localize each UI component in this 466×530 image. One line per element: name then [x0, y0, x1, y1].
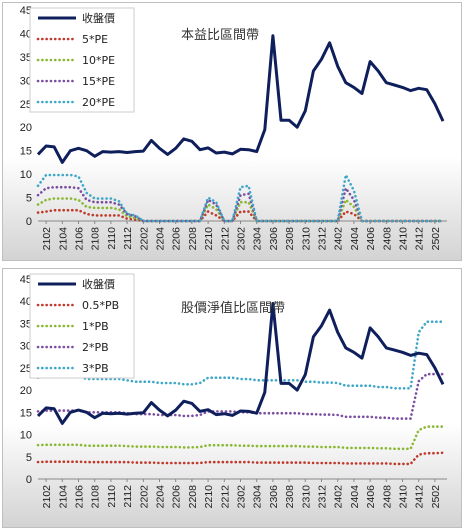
series-line-0	[36, 34, 445, 164]
series-line-1	[36, 451, 445, 466]
x-tick-label: 2404	[349, 227, 361, 251]
y-tick-label: 35	[20, 52, 32, 64]
legend-label-1: 0.5*PB	[82, 299, 119, 312]
x-tick-label: 2108	[90, 227, 102, 251]
series-line-1	[36, 208, 445, 223]
y-tick-label: 10	[20, 169, 32, 181]
x-tick-label: 2204	[155, 485, 167, 509]
x-tick-label: 2402	[333, 485, 345, 509]
chart-title: 股價淨值比區間帶	[181, 300, 285, 316]
x-tick-label: 2106	[74, 227, 86, 251]
x-tick-label: 2302	[236, 485, 248, 509]
y-tick-label: 45	[20, 274, 32, 286]
x-tick-label: 2502	[430, 485, 442, 509]
legend-label-0: 收盤價	[82, 277, 115, 291]
x-tick-label: 2108	[90, 485, 102, 509]
legend-label-3: 2*PB	[82, 341, 109, 354]
x-tick-label: 2406	[365, 227, 377, 251]
x-tick-label: 2308	[284, 485, 296, 509]
y-tick-label: 10	[20, 430, 32, 442]
legend-label-2: 10*PE	[82, 54, 115, 67]
y-tick-label: 25	[20, 363, 32, 375]
x-tick-label: 2208	[187, 485, 199, 509]
y-tick-label: 20	[20, 122, 32, 134]
x-tick-label: 2306	[268, 227, 280, 251]
x-tick-label: 2110	[106, 485, 118, 508]
series-line-3	[36, 185, 445, 223]
x-tick-label: 2102	[41, 227, 53, 251]
x-tick-label: 2410	[398, 227, 410, 251]
x-tick-label: 2210	[203, 227, 215, 251]
y-tick-label: 0	[26, 216, 32, 228]
x-tick-label: 2312	[317, 485, 329, 509]
x-tick-label: 2304	[252, 227, 264, 251]
x-tick-label: 2210	[203, 485, 215, 509]
x-tick-label: 2202	[138, 485, 150, 509]
legend-label-4: 20*PE	[82, 96, 115, 109]
x-tick-label: 2112	[122, 485, 134, 508]
x-tick-label: 2106	[74, 485, 86, 509]
y-tick-label: 40	[20, 296, 32, 308]
x-tick-label: 2502	[430, 227, 442, 251]
x-tick-label: 2412	[414, 227, 426, 251]
y-tick-label: 35	[20, 318, 32, 330]
legend-label-2: 1*PB	[82, 320, 109, 333]
x-tick-label: 2212	[219, 227, 231, 251]
pe-band-chart-panel: 0 5 10 15 20 25 30 35 40 45 2102 2104 2106 2108 2110 21…	[2, 2, 462, 261]
x-tick-label: 2402	[333, 227, 345, 251]
x-tick-label: 2412	[414, 485, 426, 509]
legend-label-1: 5*PE	[82, 33, 108, 46]
x-tick-label: 2408	[381, 485, 393, 509]
x-tick-label: 2308	[284, 227, 296, 251]
y-tick-label: 5	[26, 452, 32, 464]
pb-band-chart-panel: 0 5 10 15 20 25 30 35 40 45 2102 2104 2106 2108 2110 21…	[2, 268, 462, 528]
y-tick-label: 5	[26, 193, 32, 205]
x-tick-label: 2202	[138, 227, 150, 251]
series-line-0	[36, 301, 445, 425]
x-tick-label: 2104	[57, 227, 69, 251]
x-tick-label: 2112	[122, 227, 134, 250]
y-tick-label: 15	[20, 407, 32, 419]
y-tick-label: 40	[20, 28, 32, 40]
x-tick-label: 2206	[171, 227, 183, 251]
x-tick-label: 2408	[381, 227, 393, 251]
pb-band-chart: 0 5 10 15 20 25 30 35 40 45 2102 2104 2106 2108 2110 21…	[20, 273, 447, 509]
y-tick-label: 20	[20, 385, 32, 397]
y-tick-label: 25	[20, 99, 32, 111]
y-tick-label: 30	[20, 75, 32, 87]
x-tick-label: 2310	[300, 227, 312, 251]
x-tick-label: 2208	[187, 227, 199, 251]
x-tick-label: 2310	[300, 485, 312, 509]
legend-label-0: 收盤價	[82, 11, 115, 25]
y-tick-label: 45	[20, 5, 32, 17]
y-tick-label: 0	[26, 474, 32, 486]
series-line-2	[36, 425, 445, 451]
x-tick-label: 2406	[365, 485, 377, 509]
x-tick-label: 2204	[155, 227, 167, 251]
legend-label-3: 15*PE	[82, 75, 115, 88]
y-tick-label: 30	[20, 341, 32, 353]
x-tick-label: 2304	[252, 485, 264, 509]
x-tick-label: 2102	[41, 485, 53, 509]
x-tick-label: 2302	[236, 227, 248, 251]
x-tick-label: 2306	[268, 485, 280, 509]
series-line-4	[36, 320, 445, 390]
x-tick-label: 2110	[106, 227, 118, 250]
x-tick-label: 2104	[57, 485, 69, 509]
x-tick-label: 2312	[317, 227, 329, 251]
pe-band-chart: 0 5 10 15 20 25 30 35 40 45 2102 2104 2106 2108 2110 21…	[20, 5, 447, 251]
x-tick-label: 2404	[349, 485, 361, 509]
y-tick-label: 15	[20, 146, 32, 158]
legend-label-4: 3*PB	[82, 362, 109, 375]
series-line-4	[36, 173, 445, 223]
x-tick-label: 2206	[171, 485, 183, 509]
x-tick-label: 2212	[219, 485, 231, 509]
x-tick-label: 2410	[398, 485, 410, 509]
chart-title: 本益比區間帶	[181, 28, 259, 43]
